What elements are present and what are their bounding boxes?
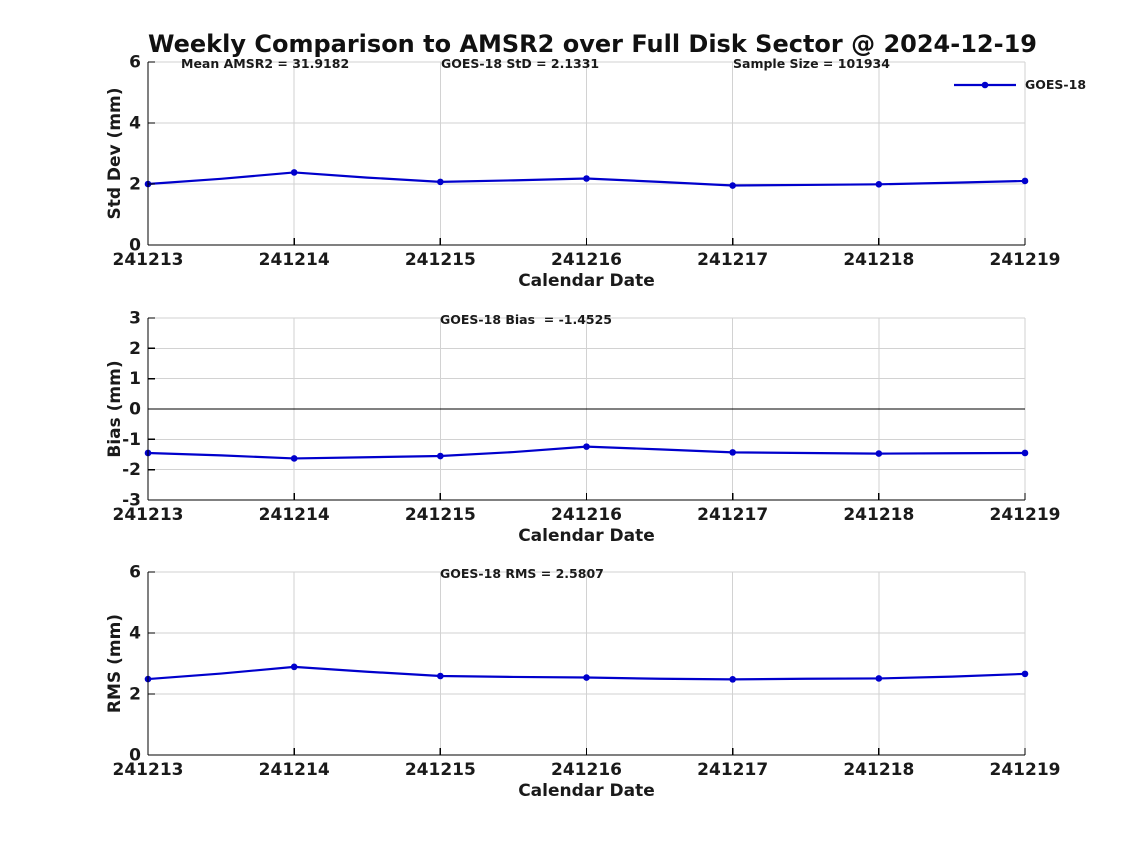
annotation-sample-size: Sample Size = 101934 bbox=[733, 56, 890, 71]
data-point-marker bbox=[729, 676, 736, 683]
x-tick-label: 241213 bbox=[113, 505, 184, 525]
x-tick-label: 241214 bbox=[259, 760, 330, 780]
data-point-marker bbox=[875, 181, 883, 188]
annotation-goes18-bias: GOES-18 Bias = -1.4525 bbox=[440, 312, 613, 327]
y-tick-label: 3 bbox=[129, 309, 141, 329]
x-tick-label: 241215 bbox=[405, 505, 476, 525]
x-axis-label: Calendar Date bbox=[518, 526, 655, 546]
y-axis-label: Bias (mm) bbox=[105, 360, 125, 457]
y-tick-label: 6 bbox=[129, 53, 141, 73]
x-tick-label: 241217 bbox=[697, 505, 768, 525]
y-tick-label: 4 bbox=[129, 114, 141, 134]
data-point-marker bbox=[437, 178, 444, 186]
annotation-goes18-rms: GOES-18 RMS = 2.5807 bbox=[440, 566, 604, 581]
y-tick-label: 4 bbox=[129, 624, 141, 644]
annotation-mean-amsr2: Mean AMSR2 = 31.9182 bbox=[181, 56, 350, 71]
data-point-marker bbox=[1021, 177, 1029, 185]
x-axis-label: Calendar Date bbox=[518, 271, 655, 291]
data-point-marker bbox=[1021, 449, 1029, 457]
y-axis-label: RMS (mm) bbox=[105, 614, 125, 713]
data-point-marker bbox=[729, 182, 736, 189]
x-tick-label: 241217 bbox=[697, 760, 768, 780]
data-point-marker bbox=[729, 449, 736, 456]
y-tick-label: 1 bbox=[129, 369, 141, 389]
legend-label: GOES-18 bbox=[1025, 77, 1087, 92]
x-tick-label: 241219 bbox=[990, 250, 1061, 270]
annotation-goes18-std: GOES-18 StD = 2.1331 bbox=[441, 56, 600, 71]
x-tick-label: 241213 bbox=[113, 250, 184, 270]
x-tick-label: 241214 bbox=[259, 250, 330, 270]
legend-line-sample bbox=[954, 81, 1016, 88]
x-tick-label: 241216 bbox=[551, 505, 622, 525]
x-tick-label: 241216 bbox=[551, 250, 622, 270]
data-point-marker bbox=[290, 663, 298, 671]
x-tick-label: 241213 bbox=[113, 760, 184, 780]
data-point-marker bbox=[290, 455, 298, 462]
y-tick-label: -2 bbox=[122, 460, 141, 480]
x-tick-label: 241218 bbox=[843, 760, 914, 780]
x-axis-label: Calendar Date bbox=[518, 781, 655, 801]
y-tick-label: 0 bbox=[129, 236, 141, 256]
legend-marker-icon bbox=[981, 81, 989, 88]
y-tick-label: -3 bbox=[122, 491, 141, 511]
x-tick-label: 241215 bbox=[405, 250, 476, 270]
y-axis-label: Std Dev (mm) bbox=[105, 87, 125, 219]
data-point-marker bbox=[583, 443, 590, 450]
data-point-marker bbox=[437, 452, 444, 460]
x-tick-label: 241218 bbox=[843, 250, 914, 270]
data-point-marker bbox=[583, 674, 590, 681]
data-point-marker bbox=[437, 672, 444, 680]
y-tick-label: 0 bbox=[129, 400, 141, 420]
data-point-marker bbox=[290, 169, 298, 176]
y-tick-label: 0 bbox=[129, 746, 141, 766]
y-tick-label: 6 bbox=[129, 563, 141, 583]
y-tick-label: 2 bbox=[129, 685, 141, 705]
x-tick-label: 241218 bbox=[843, 505, 914, 525]
figure-title: Weekly Comparison to AMSR2 over Full Dis… bbox=[148, 30, 1037, 58]
data-point-marker bbox=[875, 675, 883, 682]
data-point-marker bbox=[1021, 670, 1029, 678]
legend: GOES-18 bbox=[953, 77, 1086, 92]
x-tick-label: 241219 bbox=[990, 505, 1061, 525]
data-point-marker bbox=[583, 175, 590, 182]
x-tick-label: 241217 bbox=[697, 250, 768, 270]
data-point-marker bbox=[875, 450, 883, 457]
y-tick-label: 2 bbox=[129, 339, 141, 359]
y-tick-label: -1 bbox=[122, 430, 141, 450]
x-tick-label: 241216 bbox=[551, 760, 622, 780]
x-tick-label: 241214 bbox=[259, 505, 330, 525]
x-tick-label: 241219 bbox=[990, 760, 1061, 780]
y-tick-label: 2 bbox=[129, 175, 141, 195]
x-tick-label: 241215 bbox=[405, 760, 476, 780]
